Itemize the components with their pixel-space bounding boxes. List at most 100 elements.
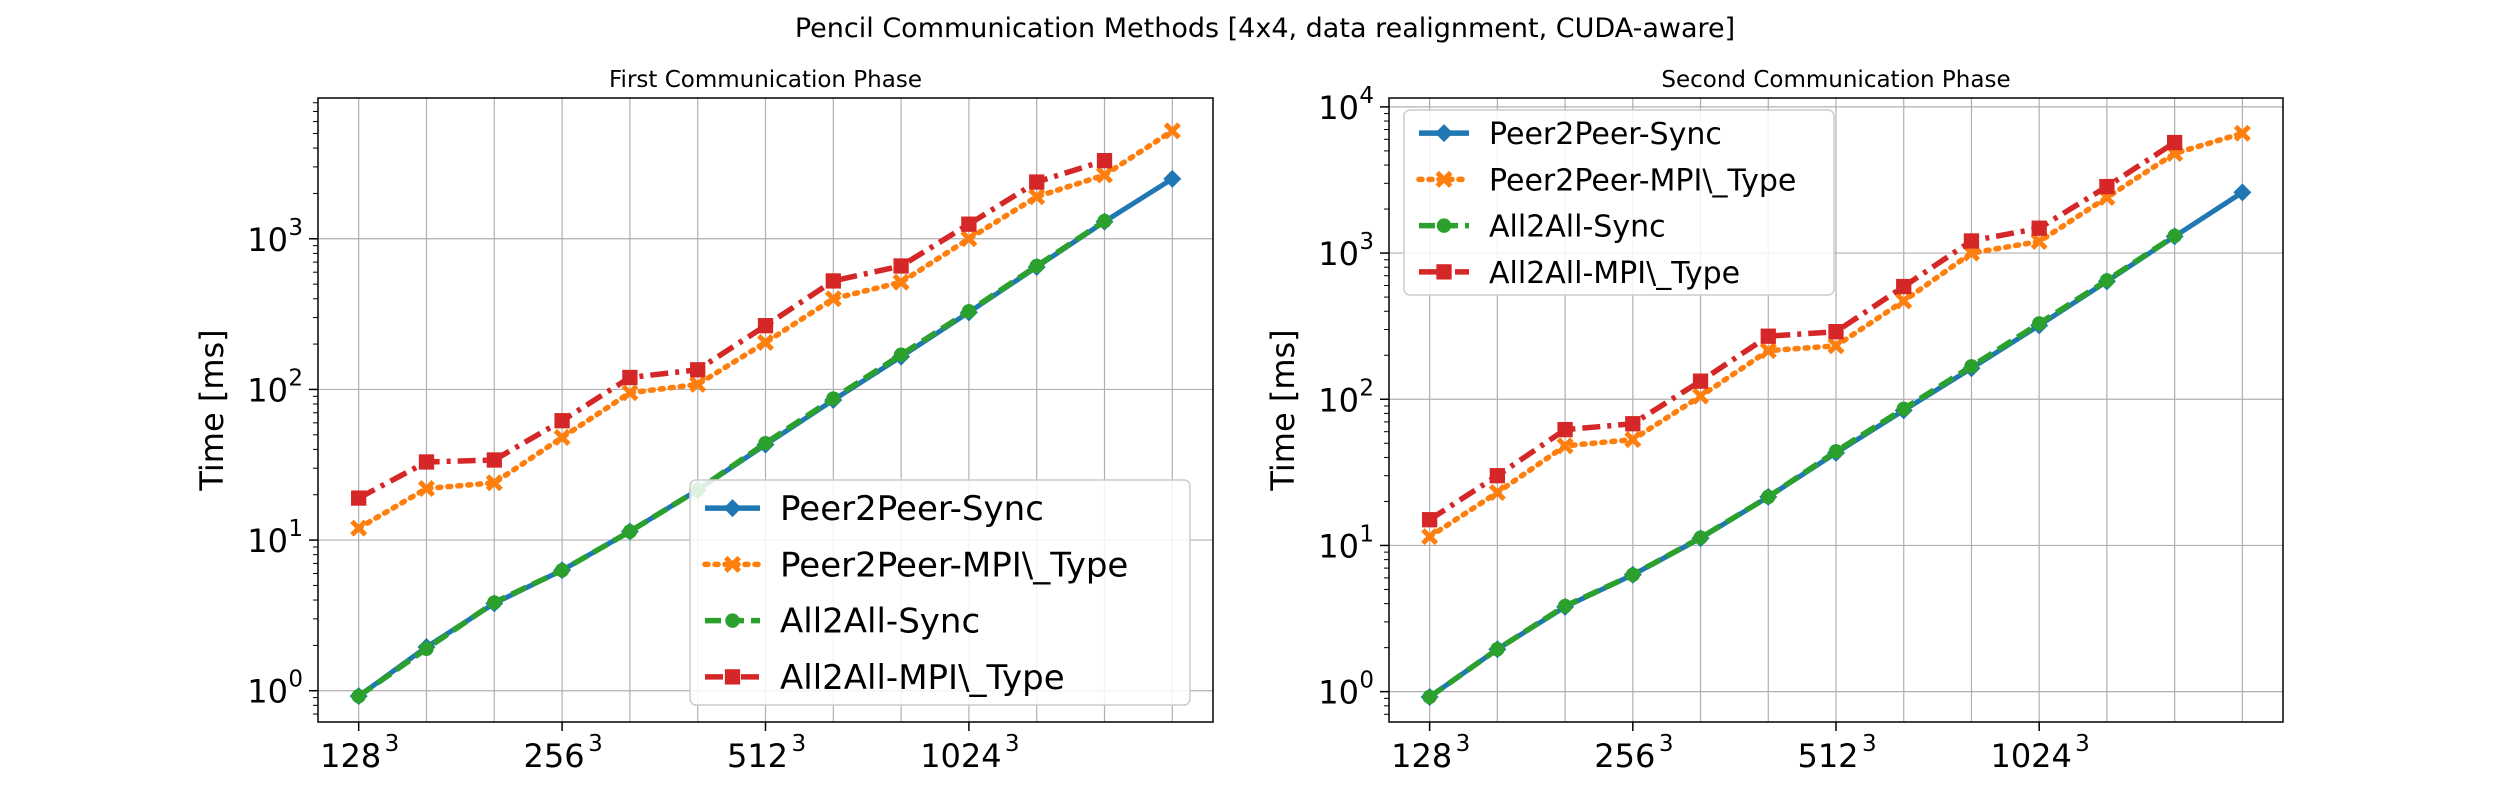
data-point <box>2099 273 2115 288</box>
legend-marker <box>725 613 740 628</box>
data-point <box>1828 324 1844 340</box>
data-point <box>554 563 570 578</box>
data-point <box>1557 598 1573 614</box>
figure-suptitle: Pencil Communication Methods [4x4, data … <box>795 13 1735 44</box>
legend-label: All2All-MPI\_Type <box>1489 256 1740 291</box>
data-point <box>1163 122 1181 140</box>
legend: Peer2Peer-Sync Peer2Peer-MPI\_Type All2All… <box>689 479 1191 706</box>
data-point <box>892 273 910 291</box>
series-line <box>357 158 1106 501</box>
data-point <box>2031 220 2047 236</box>
x-tick-exponent: 3 <box>1862 731 1877 757</box>
data-point <box>1421 528 1439 546</box>
data-point <box>487 595 502 610</box>
data-point <box>1029 258 1044 274</box>
data-point <box>758 435 773 451</box>
x-tick-exponent: 3 <box>2075 731 2090 757</box>
data-point <box>690 362 706 378</box>
y-tick-label: 10 <box>1318 235 1359 273</box>
y-tick-exponent: 2 <box>1359 375 1374 401</box>
data-point <box>486 452 502 468</box>
data-point <box>961 304 977 319</box>
legend-label: Peer2Peer-MPI\_Type <box>1489 163 1796 198</box>
data-point <box>1759 342 1777 360</box>
data-point <box>2233 183 2252 202</box>
legend-marker <box>1435 124 1453 143</box>
data-point <box>757 318 774 334</box>
y-tick-exponent: 4 <box>1359 83 1374 109</box>
legend-label: Peer2Peer-Sync <box>1489 117 1722 152</box>
x-tick-label: 1024 <box>920 737 1001 775</box>
legend-marker <box>724 669 741 685</box>
x-tick-exponent: 3 <box>1005 731 1020 757</box>
data-point <box>1692 387 1710 405</box>
data-point <box>2099 178 2115 195</box>
y-tick-label: 10 <box>247 221 288 259</box>
x-tick-exponent: 3 <box>792 731 807 757</box>
data-point <box>1895 292 1913 310</box>
chart-title: First Communication Phase <box>609 67 922 93</box>
legend-box <box>689 479 1191 706</box>
y-tick-exponent: 1 <box>288 516 303 542</box>
data-point <box>553 428 571 446</box>
data-point <box>2031 316 2047 331</box>
series-peer2peer-mpi-type <box>350 122 1181 537</box>
x-tick-label: 512 <box>727 737 788 775</box>
y-tick-exponent: 3 <box>1359 229 1374 255</box>
data-point <box>825 273 841 289</box>
x-tick-label: 256 <box>524 737 585 775</box>
y-axis-label: Time [ms] <box>193 329 231 491</box>
y-tick-label: 10 <box>247 371 288 409</box>
data-point <box>1963 233 1980 249</box>
data-point <box>351 490 367 506</box>
data-point <box>1095 166 1114 184</box>
legend-marker <box>723 499 742 518</box>
x-tick-label: 256 <box>1594 737 1655 775</box>
data-point <box>1557 421 1573 438</box>
series-all2all-sync <box>1422 228 2182 705</box>
data-point <box>960 230 978 248</box>
data-point <box>1422 689 1437 705</box>
data-point <box>1163 169 1182 188</box>
legend-marker <box>1436 218 1452 233</box>
data-point <box>893 258 909 274</box>
legend: Peer2Peer-Sync Peer2Peer-MPI\_Type All2All… <box>1403 109 1835 296</box>
data-point <box>1097 213 1112 229</box>
y-tick-label: 10 <box>1318 381 1359 419</box>
y-tick-exponent: 2 <box>288 365 303 391</box>
data-point <box>1029 174 1045 190</box>
legend-label: All2All-MPI\_Type <box>780 658 1065 698</box>
chart-title: Second Communication Phase <box>1661 67 2010 93</box>
data-point <box>2166 134 2183 151</box>
series-line <box>357 218 1107 699</box>
legend-label: All2All-Sync <box>1489 210 1666 245</box>
data-point <box>1096 153 1113 169</box>
x-tick-exponent: 3 <box>1659 731 1674 757</box>
data-point <box>824 290 842 308</box>
data-point <box>1488 484 1506 502</box>
legend-marker <box>1435 170 1453 188</box>
data-point <box>1624 431 1642 449</box>
data-point <box>2233 124 2251 142</box>
legend-marker <box>1436 264 1452 280</box>
data-point <box>1421 512 1438 528</box>
data-point <box>1760 328 1776 344</box>
data-point <box>1490 642 1505 657</box>
data-point <box>1625 567 1641 582</box>
series-all2all-mpi-type <box>351 153 1113 506</box>
x-tick-exponent: 3 <box>385 731 400 757</box>
data-point <box>419 641 434 656</box>
x-tick-label: 128 <box>320 737 381 775</box>
data-point <box>893 347 909 362</box>
data-point <box>756 333 775 351</box>
data-point <box>1828 444 1844 459</box>
data-point <box>1761 489 1776 505</box>
y-tick-exponent: 3 <box>288 215 303 241</box>
x-tick-label: 128 <box>1391 737 1452 775</box>
legend-label: Peer2Peer-MPI\_Type <box>780 545 1128 585</box>
legend-label: All2All-Sync <box>780 602 980 642</box>
